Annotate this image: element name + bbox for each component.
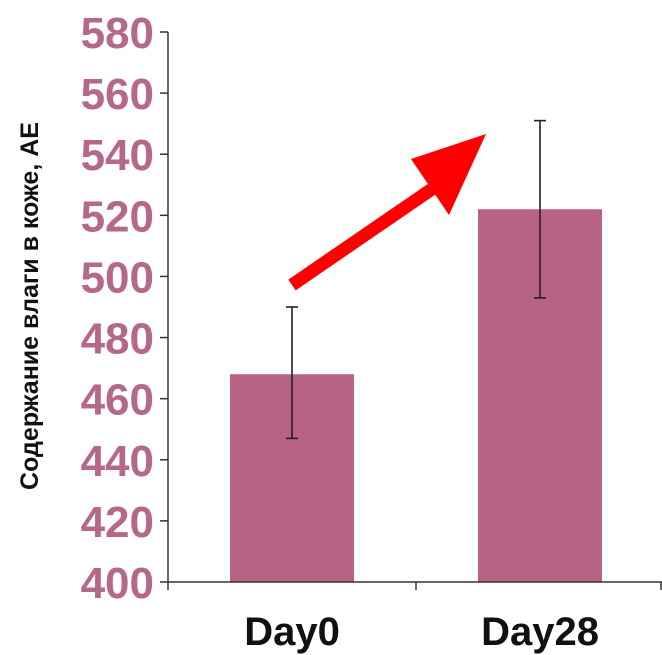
trend-arrow [288,134,486,291]
y-tick-label: 400 [81,559,154,608]
y-tick-label: 480 [81,315,154,364]
y-axis-ticks: 400 420 440 460 480 500 520 540 560 580 [80,8,168,609]
error-bar-day0 [286,306,298,440]
y-tick-label: 540 [81,131,154,180]
trend-arrow-shaft [288,172,452,291]
y-tick-label: 520 [81,192,154,241]
y-axis-title-group: Содержание влаги в коже, АЕ [16,122,44,490]
y-tick-label: 500 [81,253,154,302]
error-bars [286,119,546,440]
y-axis-title: Содержание влаги в коже, АЕ [16,122,44,490]
axes [167,32,662,590]
x-tick-label-day0: Day0 [244,610,340,654]
y-tick-label: 420 [81,498,154,547]
x-axis-ticks: Day0 Day28 [244,610,599,654]
error-bar-day28 [534,119,546,299]
x-tick-label-day28: Day28 [481,610,599,654]
y-tick-label: 460 [81,376,154,425]
y-tick-label: 440 [81,437,154,486]
bars [230,209,602,582]
y-tick-label: 560 [81,70,154,119]
y-tick-label: 580 [81,9,154,58]
trend-arrow-head [411,134,486,215]
